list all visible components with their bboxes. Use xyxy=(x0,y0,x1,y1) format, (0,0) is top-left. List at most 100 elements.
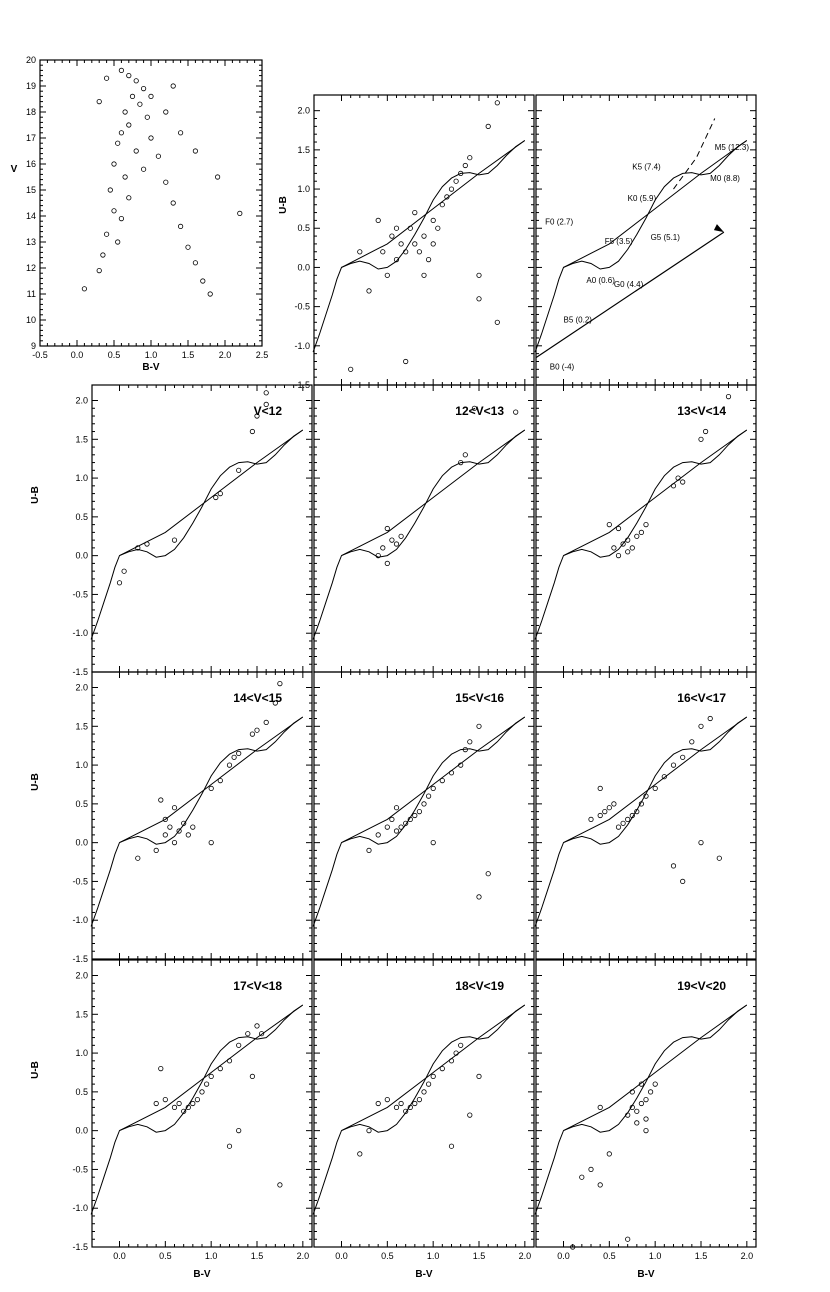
data-point xyxy=(597,1182,603,1188)
data-point xyxy=(144,114,150,120)
data-point xyxy=(190,1100,196,1107)
data-point xyxy=(133,78,139,84)
x-tick-label: 0.5 xyxy=(159,1251,172,1261)
data-point xyxy=(652,1081,658,1087)
data-point xyxy=(588,1166,594,1173)
data-point xyxy=(81,286,88,292)
x-tick-label: 2.0 xyxy=(519,1251,532,1261)
spectral-type-label: B5 (0.2) xyxy=(564,315,593,324)
y-tick-label: 0.5 xyxy=(75,512,88,522)
data-point xyxy=(597,812,603,819)
data-point xyxy=(643,1128,649,1134)
data-point xyxy=(476,272,482,278)
reddening-line xyxy=(119,1004,304,1132)
data-point xyxy=(137,101,143,107)
y-tick-label: -1.0 xyxy=(294,341,310,351)
data-point xyxy=(597,785,603,792)
spectral-type-label: F5 (3.5) xyxy=(605,237,633,246)
data-point xyxy=(615,824,622,830)
data-point xyxy=(375,832,381,838)
data-point xyxy=(707,715,713,722)
x-tick-label: 0.0 xyxy=(71,350,84,360)
data-point xyxy=(393,828,400,834)
x-tick-label: 0.5 xyxy=(108,350,121,360)
data-point xyxy=(430,217,436,223)
data-point xyxy=(277,1182,283,1188)
data-point xyxy=(153,847,159,854)
data-point xyxy=(111,161,117,167)
data-point xyxy=(629,812,635,819)
bin-9-panel: 0.0 0.5 1.0 1.5 2.0 19<V<20 B-V xyxy=(534,959,757,1280)
data-point xyxy=(398,533,404,539)
data-point xyxy=(384,272,390,278)
data-point xyxy=(448,1143,455,1149)
x-tick-label: 1.5 xyxy=(251,1251,264,1261)
y-tick-label: 0.0 xyxy=(75,838,88,848)
data-point xyxy=(421,1089,427,1095)
data-point xyxy=(412,210,418,216)
data-point xyxy=(602,808,608,815)
data-point xyxy=(380,545,386,551)
data-point xyxy=(670,762,677,768)
reddening-line xyxy=(341,140,526,268)
data-point xyxy=(403,358,409,365)
data-point xyxy=(115,239,121,245)
data-point xyxy=(226,762,233,768)
x-axis-label: B-V xyxy=(193,1269,211,1280)
data-point xyxy=(163,109,169,115)
plot-frame xyxy=(535,94,757,386)
data-point xyxy=(144,541,150,547)
data-point xyxy=(412,241,418,247)
y-tick-label: 1.5 xyxy=(75,1009,88,1019)
data-point xyxy=(439,202,445,208)
data-point xyxy=(398,241,404,247)
data-point xyxy=(458,762,464,768)
data-point xyxy=(236,1128,242,1134)
data-point xyxy=(467,155,473,161)
data-point xyxy=(494,100,500,106)
data-point xyxy=(375,217,381,223)
data-point xyxy=(588,816,594,823)
data-point xyxy=(254,727,260,733)
y-tick-label: -1.5 xyxy=(72,667,88,677)
data-point xyxy=(111,208,117,214)
plot-frame xyxy=(91,384,313,673)
data-point xyxy=(458,170,464,176)
data-point xyxy=(611,801,617,807)
data-point xyxy=(121,568,127,574)
data-point xyxy=(263,719,269,726)
bin-7-panel: 0.0 0.5 1.0 1.5 2.0 -1.5 -1.0 -0.5 0.0 0.5 1.0 1.5 2… xyxy=(30,959,313,1280)
y-tick-label: -1.5 xyxy=(72,1242,88,1252)
data-point xyxy=(181,1108,187,1114)
data-point xyxy=(348,366,354,372)
data-point xyxy=(462,162,468,169)
data-point xyxy=(629,545,635,551)
panel-title: 14<V<15 xyxy=(233,691,282,705)
x-tick-label: 2.5 xyxy=(256,350,269,360)
data-point xyxy=(425,256,432,263)
data-point xyxy=(625,537,631,543)
data-point xyxy=(192,148,198,154)
y-tick-label: 10 xyxy=(26,315,36,325)
x-tick-label: 1.0 xyxy=(649,1251,662,1261)
data-point xyxy=(389,537,395,543)
data-point xyxy=(579,1174,585,1180)
y-tick-label: 0.5 xyxy=(75,1087,88,1097)
spectral-type-label: G5 (5.1) xyxy=(651,233,681,242)
x-tick-label: 0.0 xyxy=(113,1251,126,1261)
data-point xyxy=(148,93,154,100)
data-point xyxy=(96,99,102,105)
data-point xyxy=(178,130,184,136)
data-point xyxy=(171,805,178,811)
data-point xyxy=(366,288,372,294)
data-point xyxy=(204,1081,210,1087)
data-point xyxy=(625,549,631,555)
data-point xyxy=(237,210,243,216)
data-point xyxy=(629,1104,635,1111)
y-tick-label: 0.0 xyxy=(75,1126,88,1136)
data-point xyxy=(384,824,390,830)
data-point xyxy=(254,413,260,419)
data-point xyxy=(393,256,400,263)
data-point xyxy=(453,178,459,184)
plot-frame xyxy=(313,959,535,1248)
